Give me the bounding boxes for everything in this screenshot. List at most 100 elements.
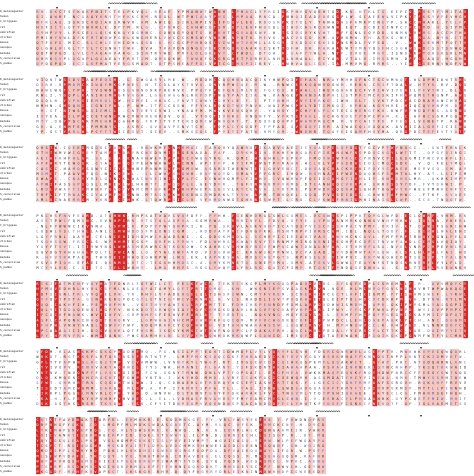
residue: N bbox=[277, 193, 279, 197]
residue: D bbox=[382, 31, 384, 35]
residue: F bbox=[414, 182, 416, 186]
residue: L bbox=[91, 46, 93, 50]
residue: P bbox=[377, 114, 379, 118]
residue: I bbox=[396, 15, 398, 19]
residue: . bbox=[241, 99, 243, 103]
residue: W bbox=[150, 146, 153, 150]
residue: A bbox=[300, 57, 303, 61]
helix-turn bbox=[339, 207, 341, 208]
residue: L bbox=[246, 235, 248, 239]
residue: C bbox=[109, 230, 111, 234]
residue: P bbox=[423, 224, 425, 228]
residue: L bbox=[437, 230, 439, 234]
residue: A bbox=[168, 235, 171, 239]
residue: F bbox=[45, 162, 47, 166]
residue: H bbox=[223, 214, 225, 218]
residue: D bbox=[368, 151, 370, 155]
residue: Q bbox=[459, 46, 461, 50]
residue: H bbox=[273, 78, 275, 82]
residue: E bbox=[400, 156, 402, 160]
residue: . bbox=[305, 172, 307, 176]
residue: H bbox=[50, 46, 52, 50]
residue: . bbox=[441, 109, 443, 113]
residue: I bbox=[109, 172, 111, 176]
residue: Q bbox=[323, 120, 325, 124]
residue: N bbox=[382, 240, 384, 244]
helix-turn bbox=[202, 139, 204, 140]
residue: R bbox=[250, 109, 253, 113]
residue: A bbox=[318, 146, 321, 150]
residue: L bbox=[118, 266, 120, 270]
residue: M bbox=[391, 57, 394, 61]
residue: Y bbox=[441, 36, 444, 40]
residue: S bbox=[446, 167, 448, 171]
helix-turn bbox=[306, 71, 308, 72]
residue: P bbox=[287, 120, 289, 124]
residue: D bbox=[368, 162, 370, 166]
residue: M bbox=[432, 188, 435, 192]
residue: F bbox=[427, 261, 429, 265]
residue: Q bbox=[241, 83, 243, 87]
residue: G bbox=[259, 46, 261, 50]
residue: H bbox=[168, 41, 170, 45]
residue: R bbox=[455, 151, 458, 155]
residue: I bbox=[36, 114, 38, 118]
residue: L bbox=[450, 230, 452, 234]
residue: I bbox=[191, 120, 193, 124]
residue: Q bbox=[368, 214, 370, 218]
residue: F bbox=[177, 156, 179, 160]
residue: I bbox=[146, 99, 148, 103]
residue: . bbox=[287, 261, 289, 265]
residue: H bbox=[277, 57, 279, 61]
residue: V bbox=[387, 88, 390, 92]
residue: L bbox=[446, 235, 448, 239]
residue: K bbox=[377, 182, 380, 186]
residue: H bbox=[296, 46, 298, 50]
residue: L bbox=[373, 162, 375, 166]
residue: P bbox=[232, 94, 234, 98]
residue: Q bbox=[218, 104, 220, 108]
residue: L bbox=[109, 250, 111, 254]
residue: F bbox=[59, 193, 61, 197]
residue: C bbox=[86, 240, 88, 244]
residue: N bbox=[282, 250, 284, 254]
residue: C bbox=[214, 78, 216, 82]
residue: L bbox=[437, 250, 439, 254]
residue: I bbox=[218, 20, 220, 24]
residue: I bbox=[346, 130, 348, 134]
residue: . bbox=[391, 130, 393, 134]
residue: F bbox=[50, 245, 52, 249]
residue: S bbox=[346, 162, 348, 166]
residue: W bbox=[268, 104, 271, 108]
residue: Y bbox=[173, 156, 176, 160]
residue: . bbox=[141, 120, 143, 124]
residue: P bbox=[218, 130, 220, 134]
residue: F bbox=[214, 130, 216, 134]
residue: R bbox=[127, 219, 130, 223]
residue: A bbox=[191, 109, 194, 113]
residue: K bbox=[287, 10, 290, 14]
residue: Q bbox=[232, 146, 234, 150]
residue: I bbox=[127, 235, 129, 239]
residue: . bbox=[96, 219, 98, 223]
residue: I bbox=[314, 224, 316, 228]
helix-turn bbox=[311, 207, 313, 208]
residue: S bbox=[405, 120, 407, 124]
residue: Q bbox=[77, 167, 79, 171]
residue: V bbox=[346, 57, 349, 61]
residue: D bbox=[282, 125, 284, 129]
residue: M bbox=[173, 188, 176, 192]
helix-turn bbox=[343, 3, 345, 4]
residue: L bbox=[323, 162, 325, 166]
residue: G bbox=[432, 146, 434, 150]
residue: S bbox=[273, 36, 275, 40]
residue: . bbox=[150, 266, 152, 270]
residue: Q bbox=[141, 10, 143, 14]
residue: W bbox=[150, 156, 153, 160]
residue: D bbox=[350, 146, 352, 150]
residue: E bbox=[318, 240, 320, 244]
residue: . bbox=[355, 15, 357, 19]
residue: W bbox=[232, 167, 235, 171]
helix-turn bbox=[343, 207, 345, 208]
residue: M bbox=[291, 188, 294, 192]
